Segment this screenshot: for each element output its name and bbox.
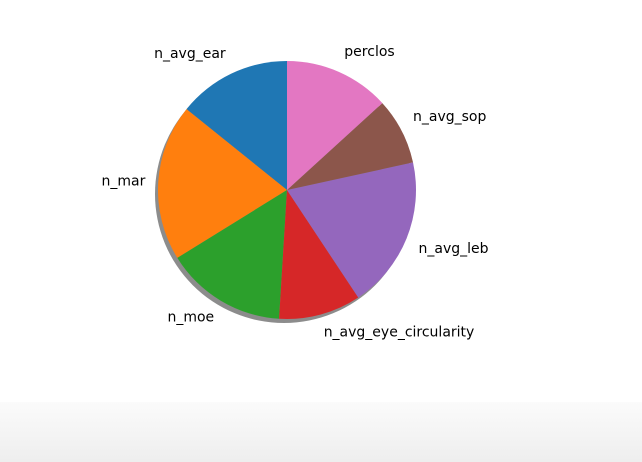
pie-labels: n_avg_ear n_mar n_moe n_avg_eye_circularity… [102, 44, 489, 340]
pie-label-n-avg-ear: n_avg_ear [154, 46, 226, 62]
pie-slice-n-avg-eye-circularity [279, 190, 359, 320]
pie-label-n-mar: n_mar [102, 173, 146, 189]
pie-slice-n-mar [158, 109, 287, 258]
pie-label-n-avg-leb: n_avg_leb [419, 241, 489, 257]
pie-slice-n-moe [177, 190, 287, 319]
pie-slice-n-avg-leb [287, 162, 416, 298]
output-footer-strip [0, 402, 642, 462]
pie-slice-n-avg-ear [186, 61, 287, 190]
pie-slices [158, 61, 416, 320]
pie-label-n-avg-sop: n_avg_sop [413, 109, 486, 125]
pie-slice-n-avg-sop [287, 103, 414, 190]
pie-label-n-moe: n_moe [167, 309, 214, 325]
pie-label-perclos: perclos [344, 44, 394, 60]
pie-slice-perclos [287, 61, 383, 190]
pie-label-n-avg-eye-circularity: n_avg_eye_circularity [324, 325, 475, 341]
